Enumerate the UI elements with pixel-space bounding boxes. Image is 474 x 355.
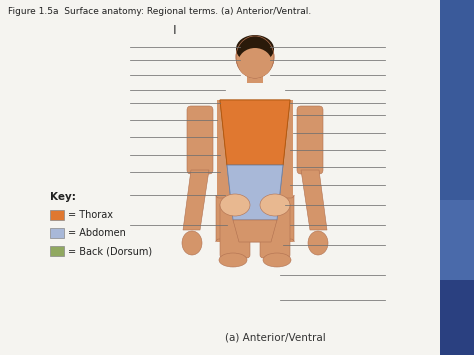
FancyBboxPatch shape [220, 202, 250, 258]
FancyBboxPatch shape [187, 106, 213, 174]
FancyBboxPatch shape [260, 202, 290, 258]
FancyBboxPatch shape [297, 106, 323, 174]
Bar [440, 280, 474, 355]
Bar [50, 210, 64, 220]
Bar [217, 100, 293, 242]
Bar [440, 0, 474, 200]
Text: Key:: Key: [50, 192, 76, 202]
Ellipse shape [236, 36, 274, 78]
Text: Figure 1.5a  Surface anatomy: Regional terms. (a) Anterior/Ventral.: Figure 1.5a Surface anatomy: Regional te… [8, 7, 311, 16]
Ellipse shape [236, 35, 274, 63]
Polygon shape [227, 165, 283, 220]
FancyBboxPatch shape [216, 195, 254, 242]
Bar [50, 228, 64, 238]
Ellipse shape [263, 253, 291, 267]
Polygon shape [233, 220, 277, 242]
Polygon shape [220, 100, 290, 165]
Bar [247, 65, 263, 83]
Text: = Thorax: = Thorax [68, 210, 113, 220]
Ellipse shape [220, 194, 250, 216]
Ellipse shape [260, 194, 290, 216]
Ellipse shape [182, 231, 202, 255]
Polygon shape [220, 100, 290, 165]
Bar [50, 246, 64, 256]
Ellipse shape [308, 231, 328, 255]
Ellipse shape [219, 253, 247, 267]
Text: = Abdomen: = Abdomen [68, 228, 126, 238]
Polygon shape [227, 165, 283, 220]
Text: (a) Anterior/Ventral: (a) Anterior/Ventral [225, 333, 325, 343]
Text: I: I [173, 23, 177, 37]
Polygon shape [233, 220, 277, 242]
Bar [440, 200, 474, 280]
Polygon shape [183, 170, 209, 230]
FancyBboxPatch shape [256, 195, 294, 242]
Ellipse shape [238, 48, 272, 78]
Text: = Back (Dorsum): = Back (Dorsum) [68, 246, 152, 256]
Polygon shape [301, 170, 327, 230]
